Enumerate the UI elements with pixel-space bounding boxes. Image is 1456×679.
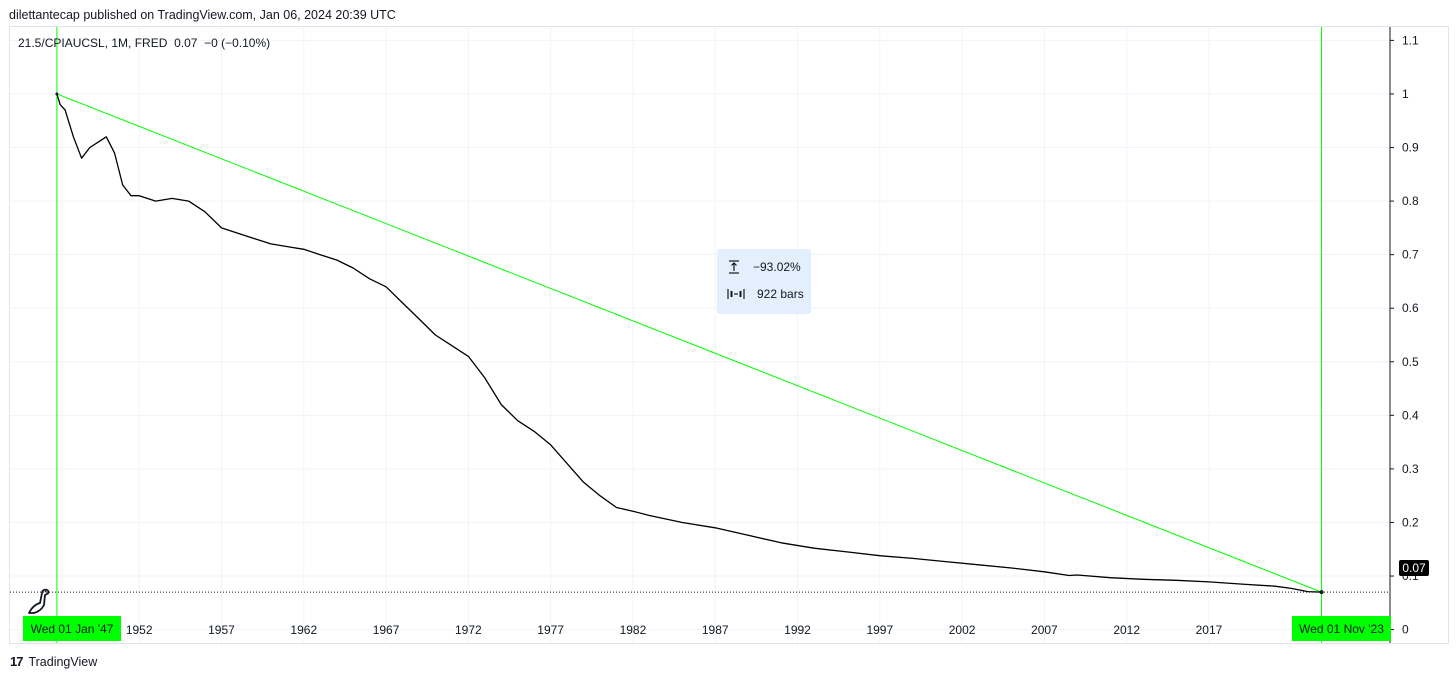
measure-tooltip: −93.02% 922 bars — [717, 249, 811, 314]
legend-value: 0.07 — [174, 36, 198, 50]
x-tick-label: 1982 — [620, 623, 647, 637]
range-start-badge: Wed 01 Jan '47 — [23, 616, 121, 641]
x-tick-label: 2017 — [1196, 623, 1223, 637]
y-tick-label: 0.6 — [1402, 301, 1419, 315]
measure-percent: −93.02% — [753, 260, 801, 274]
footer-brand[interactable]: 17 TradingView — [10, 654, 97, 669]
x-tick-label: 1992 — [784, 623, 811, 637]
dino-icon[interactable] — [26, 587, 52, 615]
legend-change: −0 (−0.10%) — [204, 36, 271, 50]
measure-bars: 922 bars — [757, 287, 804, 301]
range-end-badge: Wed 01 Nov '23 — [1292, 616, 1391, 641]
x-tick-label: 1972 — [455, 623, 482, 637]
trend-start-point — [55, 92, 59, 96]
tradingview-logo-icon: 17 — [10, 654, 24, 669]
x-tick-label: 2007 — [1031, 623, 1058, 637]
x-tick-label: 1987 — [702, 623, 729, 637]
x-tick-label: 2012 — [1113, 623, 1140, 637]
y-tick-label: 0.8 — [1402, 194, 1419, 208]
y-tick-label: 0 — [1402, 623, 1409, 637]
chart-frame — [9, 26, 1449, 644]
measure-bars-row: 922 bars — [727, 287, 804, 301]
x-axis: 1952 1957 1962 1967 1972 1977 1982 1987 1992 1997… — [126, 623, 1223, 637]
last-price-badge: 0.07 — [1399, 560, 1429, 576]
publish-info: dilettantecap published on TradingView.c… — [9, 8, 396, 22]
y-tick-label: 0.7 — [1402, 248, 1419, 262]
y-tick-label: 1.1 — [1402, 33, 1419, 47]
y-tick-label: 0.3 — [1402, 462, 1419, 476]
footer-brand-text: TradingView — [28, 654, 98, 669]
vertical-range-icon — [729, 260, 739, 274]
series-line — [56, 93, 1322, 593]
series-legend[interactable]: 21.5/CPIAUCSL, 1M, FRED 0.07 −0 (−0.10%) — [18, 36, 270, 50]
x-tick-label: 1957 — [208, 623, 235, 637]
grid — [10, 27, 1390, 643]
y-axis: 00.10.20.30.40.50.60.70.80.911.1 — [1389, 27, 1419, 643]
y-tick-label: 1 — [1402, 87, 1409, 101]
x-tick-label: 1967 — [373, 623, 400, 637]
plot-area — [10, 27, 1390, 643]
y-tick-label: 0.2 — [1402, 515, 1419, 529]
legend-symbol: 21.5/CPIAUCSL, 1M, FRED — [18, 36, 168, 50]
x-tick-label: 1977 — [537, 623, 564, 637]
x-tick-label: 1952 — [126, 623, 153, 637]
trend-end-point — [1319, 590, 1324, 595]
trend-line — [56, 93, 1322, 593]
x-tick-label: 2002 — [949, 623, 976, 637]
x-tick-label: 1962 — [290, 623, 317, 637]
measure-percent-row: −93.02% — [727, 259, 801, 275]
x-tick-label: 1997 — [866, 623, 893, 637]
y-tick-label: 0.4 — [1402, 408, 1419, 422]
horizontal-range-icon — [727, 289, 745, 299]
y-tick-label: 0.5 — [1402, 355, 1419, 369]
y-tick-label: 0.9 — [1402, 141, 1419, 155]
